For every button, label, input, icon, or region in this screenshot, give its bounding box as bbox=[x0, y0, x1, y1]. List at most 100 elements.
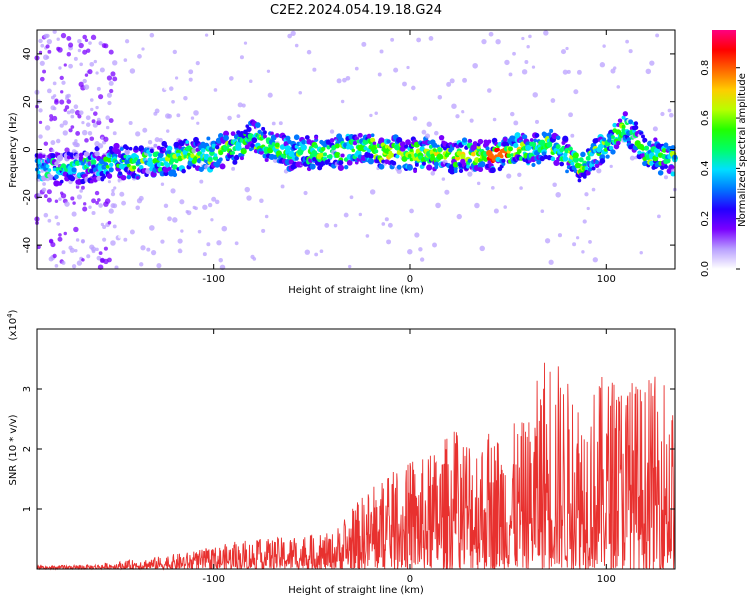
heatmap-cell bbox=[58, 197, 62, 201]
heatmap-cell bbox=[426, 164, 433, 171]
heatmap-cell bbox=[662, 70, 667, 75]
heatmap-cell bbox=[274, 142, 280, 148]
heatmap-cell bbox=[670, 171, 676, 177]
heatmap-cell bbox=[594, 163, 600, 169]
heatmap-cell bbox=[369, 113, 373, 118]
heatmap-cell bbox=[96, 117, 101, 122]
heatmap-cell bbox=[566, 69, 571, 74]
heatmap-cell bbox=[86, 48, 91, 53]
heatmap-cell bbox=[399, 145, 406, 152]
heatmap-cell bbox=[607, 138, 612, 143]
heatmap-cell bbox=[149, 148, 154, 153]
heatmap-cell bbox=[599, 158, 606, 164]
heatmap-cell bbox=[107, 257, 112, 263]
chart-title: C2E2.2024.054.19.18.G24 bbox=[270, 3, 442, 18]
heatmap-cell bbox=[559, 161, 565, 167]
heatmap-cell bbox=[628, 119, 634, 125]
snr-panel: -100 0 100 1 2 3 Height of straight line (km)… bbox=[6, 309, 676, 596]
heatmap-cell bbox=[617, 118, 623, 123]
heatmap-cell bbox=[94, 146, 100, 152]
heatmap-cell bbox=[582, 219, 587, 224]
heatmap-cell bbox=[93, 59, 98, 64]
heatmap-cell bbox=[528, 34, 532, 39]
heatmap-cell bbox=[254, 122, 261, 128]
heatmap-cell bbox=[73, 226, 79, 233]
heatmap-cell bbox=[414, 162, 419, 167]
heatmap-cell bbox=[37, 153, 44, 159]
heatmap-cell bbox=[99, 67, 105, 73]
heatmap-cell bbox=[134, 157, 138, 162]
heatmap-cell bbox=[534, 119, 540, 124]
heatmap-cell bbox=[401, 155, 408, 162]
heatmap-cell bbox=[621, 124, 626, 129]
heatmap-cell bbox=[572, 242, 577, 247]
heatmap-cell bbox=[510, 153, 515, 157]
heatmap-cell bbox=[61, 250, 66, 255]
heatmap-cell bbox=[77, 114, 82, 119]
heatmap-cell bbox=[542, 63, 546, 67]
heatmap-cell bbox=[76, 194, 82, 200]
heatmap-cell bbox=[639, 251, 643, 255]
heatmap-cell bbox=[481, 39, 487, 45]
heatmap-cell bbox=[121, 233, 126, 237]
heatmap-cell bbox=[405, 139, 411, 146]
heatmap-cell bbox=[334, 151, 341, 159]
heatmap-cell bbox=[621, 128, 626, 133]
heatmap-cell bbox=[351, 148, 356, 153]
spectrogram-ytick-label: 0 bbox=[22, 146, 33, 152]
heatmap-cell bbox=[377, 72, 382, 77]
heatmap-cell bbox=[95, 200, 99, 205]
heatmap-cell bbox=[497, 174, 503, 180]
heatmap-cell bbox=[56, 37, 60, 41]
heatmap-cell bbox=[477, 138, 484, 145]
heatmap-cell bbox=[138, 165, 144, 170]
heatmap-cell bbox=[55, 138, 61, 144]
heatmap-cell bbox=[112, 203, 118, 209]
snr-xlabel: Height of straight line (km) bbox=[288, 585, 424, 596]
heatmap-cell bbox=[91, 198, 96, 204]
heatmap-cell bbox=[96, 175, 102, 181]
heatmap-cell bbox=[550, 156, 556, 162]
heatmap-cell bbox=[112, 224, 117, 229]
heatmap-cell bbox=[293, 134, 300, 141]
heatmap-cell bbox=[449, 168, 456, 175]
heatmap-cell bbox=[223, 130, 230, 137]
heatmap-cell bbox=[438, 134, 445, 141]
heatmap-cell bbox=[174, 159, 179, 164]
heatmap-cell bbox=[529, 138, 534, 142]
heatmap-cell bbox=[74, 249, 78, 253]
heatmap-cell bbox=[370, 137, 376, 143]
heatmap-cell bbox=[92, 167, 98, 173]
heatmap-cell bbox=[47, 49, 52, 54]
heatmap-cell bbox=[83, 151, 90, 157]
heatmap-cell bbox=[458, 168, 464, 173]
heatmap-cell bbox=[123, 58, 128, 62]
heatmap-cell bbox=[48, 174, 54, 181]
heatmap-cell bbox=[74, 110, 81, 116]
heatmap-cell bbox=[546, 48, 552, 54]
heatmap-cell bbox=[324, 223, 330, 228]
heatmap-cell bbox=[269, 243, 275, 248]
heatmap-cell bbox=[243, 41, 248, 45]
heatmap-cell bbox=[252, 257, 257, 261]
heatmap-cell bbox=[649, 60, 655, 66]
heatmap-cell bbox=[81, 258, 85, 262]
heatmap-cell bbox=[70, 125, 75, 129]
heatmap-cell bbox=[446, 81, 452, 87]
heatmap-cell bbox=[414, 232, 420, 238]
heatmap-cell bbox=[525, 144, 532, 151]
heatmap-cell bbox=[113, 142, 120, 150]
heatmap-cell bbox=[128, 121, 133, 126]
heatmap-cell bbox=[106, 75, 113, 81]
heatmap-cell bbox=[78, 110, 84, 116]
heatmap-cell bbox=[570, 133, 575, 138]
heatmap-cell bbox=[428, 36, 434, 41]
heatmap-cell bbox=[513, 120, 519, 126]
heatmap-cell bbox=[453, 166, 458, 171]
heatmap-cell bbox=[262, 134, 267, 139]
colorbar-tick-label: 0.8 bbox=[700, 60, 711, 76]
heatmap-cell bbox=[562, 152, 568, 157]
heatmap-cell bbox=[239, 55, 244, 60]
heatmap-cell bbox=[399, 123, 403, 128]
heatmap-cell bbox=[629, 155, 635, 161]
